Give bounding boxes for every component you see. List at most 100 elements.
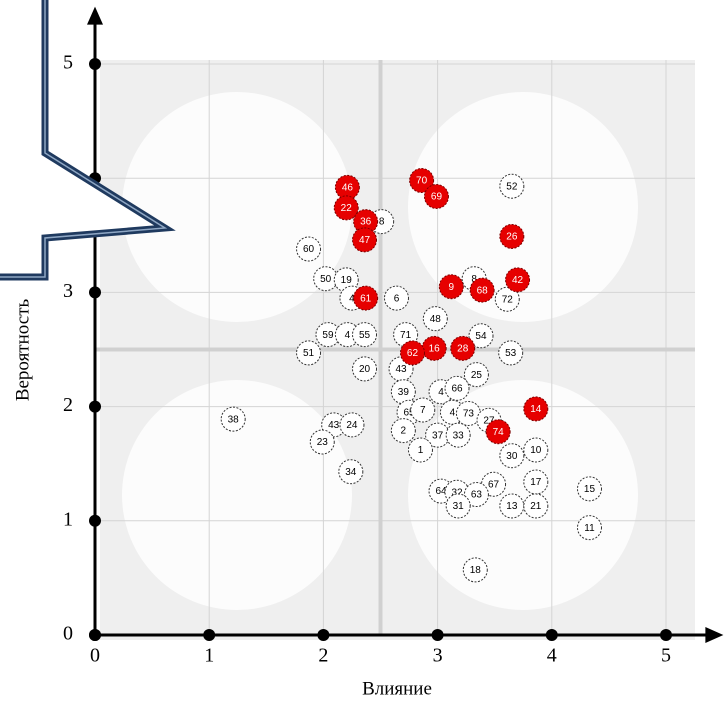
risk-point <box>463 362 489 388</box>
risk-point <box>421 335 447 361</box>
point-label: 50 <box>320 274 332 285</box>
risk-point <box>505 267 531 293</box>
risk-point <box>296 340 322 366</box>
point-label: 27 <box>483 415 495 426</box>
point-label: 53 <box>505 348 517 359</box>
y-tick-dot <box>89 400 101 413</box>
y-tick-dot <box>89 629 101 641</box>
point-label: 4 <box>450 407 456 418</box>
risk-point <box>220 406 246 432</box>
point-label: 55 <box>359 330 371 341</box>
point-label: 26 <box>506 232 518 243</box>
point-label: 69 <box>431 192 443 203</box>
point-label: 19 <box>341 275 353 286</box>
x-tick-dot <box>545 629 558 641</box>
risk-point <box>499 223 525 249</box>
risk-point <box>499 173 525 199</box>
risk-point <box>523 493 549 519</box>
point-label: 34 <box>345 467 357 478</box>
point-label: 60 <box>303 244 315 255</box>
x-axis-title: Влияние <box>362 678 432 699</box>
risk-point <box>407 437 433 463</box>
risk-point <box>333 195 359 221</box>
risk-point <box>468 323 494 349</box>
point-label: 66 <box>451 383 463 394</box>
point-label: 62 <box>407 348 419 359</box>
risk-point <box>352 356 378 382</box>
risk-point <box>576 515 602 541</box>
point-label: 39 <box>398 387 410 398</box>
risk-point <box>445 493 471 519</box>
risk-point <box>409 167 435 193</box>
point-label: 1 <box>418 445 424 456</box>
x-axis-arrow <box>705 627 724 643</box>
point-label: 73 <box>463 409 475 420</box>
point-label: 59 <box>322 330 334 341</box>
point-label: 38 <box>228 414 240 425</box>
y-tick-label: 2 <box>63 394 73 416</box>
point-label: 31 <box>453 501 465 512</box>
point-label: 15 <box>584 484 596 495</box>
y-tick-label: 5 <box>63 52 73 74</box>
x-tick-label: 1 <box>204 645 214 667</box>
risk-point <box>352 322 378 348</box>
risk-point <box>353 285 379 311</box>
risk-point <box>422 306 448 332</box>
risk-point <box>498 340 524 366</box>
x-tick-dot <box>431 629 444 641</box>
point-label: 64 <box>435 486 447 497</box>
point-label: 24 <box>346 420 358 431</box>
risk-point <box>296 236 322 262</box>
risk-point <box>463 482 489 508</box>
risk-point <box>445 422 471 448</box>
x-tick-label: 2 <box>318 645 328 667</box>
x-tick-dot <box>317 629 330 641</box>
risk-point <box>410 397 436 423</box>
risk-point <box>423 183 449 209</box>
risk-point <box>523 437 549 463</box>
y-tick-label: 1 <box>63 508 73 530</box>
quadrant-decoration <box>122 380 352 610</box>
y-tick-label: 3 <box>63 280 73 302</box>
point-label: 2 <box>401 426 407 437</box>
point-label: 7 <box>420 405 426 416</box>
x-tick-label: 3 <box>433 645 443 667</box>
y-axis-arrow <box>87 6 103 25</box>
point-label: 42 <box>512 275 524 286</box>
point-label: 21 <box>530 501 542 512</box>
x-tick-dot <box>203 629 216 641</box>
point-label: 8 <box>379 217 385 228</box>
risk-point <box>399 340 425 366</box>
risk-point <box>499 443 525 469</box>
point-label: 25 <box>471 370 483 381</box>
point-label: 32 <box>451 487 463 498</box>
point-label: 30 <box>506 451 518 462</box>
point-label: 22 <box>341 203 353 214</box>
point-label: 61 <box>360 293 372 304</box>
callout-inner-line <box>0 0 168 278</box>
point-label: 46 <box>342 182 354 193</box>
point-label: 6 <box>394 293 400 304</box>
point-label: 8 <box>471 274 477 285</box>
risk-point <box>383 285 409 311</box>
y-tick-dot <box>89 286 101 299</box>
point-label: 54 <box>475 331 487 342</box>
risk-point <box>438 274 464 300</box>
risk-point <box>339 412 365 438</box>
point-label: 20 <box>359 364 371 375</box>
risk-point <box>576 476 602 502</box>
x-tick-label: 0 <box>90 645 100 667</box>
point-label: 67 <box>488 479 500 490</box>
point-label: 65 <box>403 407 415 418</box>
risk-point <box>485 419 511 445</box>
risk-point <box>523 396 549 422</box>
risk-point <box>352 227 378 253</box>
point-label: 70 <box>416 176 428 187</box>
risk-point <box>469 277 495 303</box>
point-label: 33 <box>453 430 465 441</box>
callout <box>0 0 176 281</box>
point-label: 72 <box>502 294 514 305</box>
point-label: 52 <box>506 181 518 192</box>
y-tick-dot <box>89 514 101 527</box>
